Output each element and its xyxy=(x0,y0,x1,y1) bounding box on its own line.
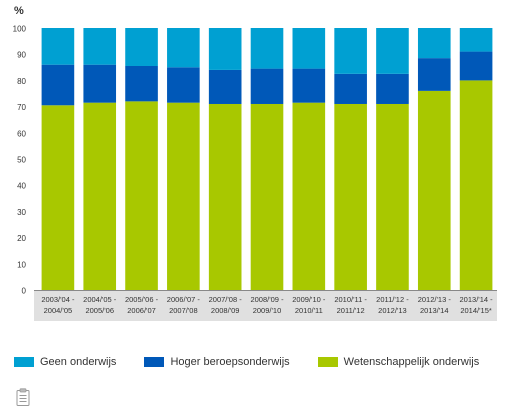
bar-segment-geen[interactable] xyxy=(208,28,242,70)
legend: Geen onderwijs Hoger beroepsonderwijs Wete… xyxy=(14,352,507,372)
bar-segment-wetenschappelijk[interactable] xyxy=(376,103,409,290)
y-axis-label: % xyxy=(14,5,24,17)
bar-segment-wetenschappelijk[interactable] xyxy=(292,102,326,290)
bar-segment-geen[interactable] xyxy=(459,28,493,52)
x-tick-label: 2007/'08 - xyxy=(209,295,243,304)
clipboard-icon[interactable] xyxy=(16,388,30,406)
bar-segment-wetenschappelijk[interactable] xyxy=(167,102,200,290)
bar-segment-hoger-beroeps[interactable] xyxy=(334,73,367,104)
x-tick-label: 2004/'05 xyxy=(44,306,73,315)
bar-segment-geen[interactable] xyxy=(376,28,409,74)
bar-segment-wetenschappelijk[interactable] xyxy=(334,103,367,290)
bar-segment-wetenschappelijk[interactable] xyxy=(250,103,284,290)
bar-segment-geen[interactable] xyxy=(125,28,158,66)
y-tick-label: 20 xyxy=(17,234,26,243)
bar-segment-hoger-beroeps[interactable] xyxy=(83,64,117,103)
legend-item: Geen onderwijs xyxy=(14,356,116,368)
x-tick-label: 2010/'11 xyxy=(295,306,323,315)
bar-segment-hoger-beroeps[interactable] xyxy=(208,69,242,104)
bar-segment-hoger-beroeps[interactable] xyxy=(417,58,451,91)
x-tick-label: 2003/'04 - xyxy=(41,295,75,304)
bar-segment-geen[interactable] xyxy=(41,28,75,65)
bar-segment-hoger-beroeps[interactable] xyxy=(292,68,326,103)
bar-segment-geen[interactable] xyxy=(417,28,451,59)
legend-swatch xyxy=(144,357,165,367)
x-tick-label: 2014/'15* xyxy=(460,306,492,315)
x-tick-label: 2012/'13 - xyxy=(418,295,452,304)
legend-swatch xyxy=(14,357,34,367)
legend-label: Hoger beroepsonderwijs xyxy=(170,356,290,368)
x-tick-label: 2004/'05 - xyxy=(83,295,117,304)
x-tick-label: 2005/'06 xyxy=(85,306,114,315)
bar-segment-hoger-beroeps[interactable] xyxy=(41,64,75,106)
bar-segment-wetenschappelijk[interactable] xyxy=(83,102,117,290)
y-tick-label: 100 xyxy=(13,25,27,34)
x-tick-label: 2008/'09 - xyxy=(250,295,284,304)
x-tick-label: 2009/'10 xyxy=(253,306,282,315)
x-tick-label: 2013/'14 xyxy=(420,306,449,315)
legend-item: Hoger beroepsonderwijs xyxy=(144,356,290,368)
x-tick-label: 2010/'11 - xyxy=(334,295,367,304)
legend-label: Geen onderwijs xyxy=(40,356,117,368)
y-tick-label: 90 xyxy=(17,51,26,60)
x-tick-label: 2007/'08 xyxy=(169,306,198,315)
y-tick-label: 10 xyxy=(17,260,26,269)
legend-swatch xyxy=(317,357,338,367)
category-band-bg xyxy=(34,291,497,321)
bar-segment-hoger-beroeps[interactable] xyxy=(125,65,158,102)
x-tick-label: 2006/'07 xyxy=(127,306,156,315)
legend-label: Wetenschappelijk onderwijs xyxy=(343,356,480,368)
x-tick-label: 2011/'12 - xyxy=(376,295,409,304)
bar-segment-geen[interactable] xyxy=(83,28,117,65)
bar-segment-hoger-beroeps[interactable] xyxy=(167,67,200,103)
x-tick-label: 2009/'10 - xyxy=(292,295,326,304)
y-tick-label: 40 xyxy=(17,182,26,191)
x-tick-label: 2005/'06 - xyxy=(125,295,159,304)
y-tick-label: 50 xyxy=(17,156,26,165)
y-axis: 0 10 20 30 40 50 60 70 80 90 100 xyxy=(13,25,497,296)
x-tick-label: 2006/'07 - xyxy=(167,295,201,304)
bar-segment-geen[interactable] xyxy=(292,28,326,69)
category-band xyxy=(34,291,497,321)
x-tick-label: 2011/'12 xyxy=(337,306,365,315)
stacked-bar-chart: % 0 10 20 30 40 50 60 70 80 90 100 2003/'04 - 2004/… xyxy=(13,5,497,321)
x-axis-labels: 2003/'04 - 2004/'05 2004/'05 - 2005/'06 2005… xyxy=(41,295,493,315)
bar-segment-wetenschappelijk[interactable] xyxy=(208,103,242,290)
bar-segment-wetenschappelijk[interactable] xyxy=(41,105,75,290)
y-tick-label: 60 xyxy=(17,129,26,138)
bar-segment-hoger-beroeps[interactable] xyxy=(459,51,493,81)
bar-segment-geen[interactable] xyxy=(250,28,284,69)
y-tick-label: 80 xyxy=(17,77,26,86)
x-tick-label: 2012/'13 xyxy=(378,306,407,315)
y-tick-label: 30 xyxy=(17,208,26,217)
bar-segment-wetenschappelijk[interactable] xyxy=(125,101,158,290)
legend-item: Wetenschappelijk onderwijs xyxy=(317,356,480,368)
bar-segment-geen[interactable] xyxy=(334,28,367,74)
bars xyxy=(41,28,493,291)
x-tick-label: 2013/'14 - xyxy=(460,295,494,304)
bar-segment-hoger-beroeps[interactable] xyxy=(376,73,409,104)
bar-segment-geen[interactable] xyxy=(167,28,200,68)
x-tick-label: 2008/'09 xyxy=(211,306,240,315)
bar-segment-wetenschappelijk[interactable] xyxy=(417,90,451,290)
bar-segment-hoger-beroeps[interactable] xyxy=(250,68,284,104)
bar-segment-wetenschappelijk[interactable] xyxy=(459,80,493,291)
y-tick-label: 0 xyxy=(22,287,27,296)
y-tick-label: 70 xyxy=(17,103,26,112)
